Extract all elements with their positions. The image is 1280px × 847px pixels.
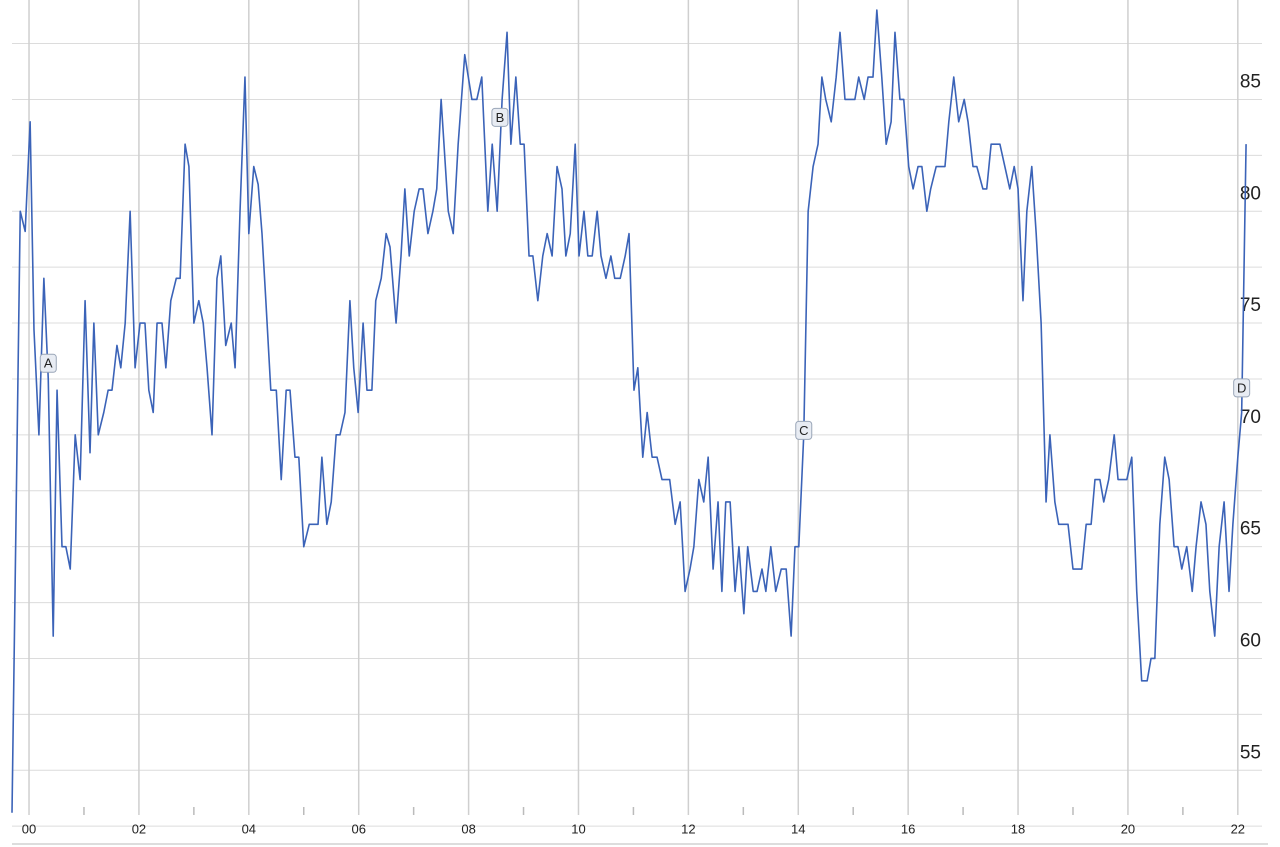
x-tick-label: 02 <box>132 821 146 836</box>
y-tick-label: 65 <box>1240 519 1261 540</box>
annotation-flag: A <box>39 353 57 373</box>
y-tick-label: 80 <box>1240 183 1261 204</box>
x-tick-label: 06 <box>351 821 365 836</box>
x-tick-label: 16 <box>901 821 915 836</box>
y-tick-label: 70 <box>1240 407 1261 428</box>
annotation-flag: C <box>795 420 813 440</box>
y-tick-label: 60 <box>1240 630 1261 651</box>
series-line <box>11 9 1247 813</box>
x-tick-label: 14 <box>791 821 805 836</box>
x-tick-label: 12 <box>681 821 695 836</box>
annotation-box <box>39 353 57 373</box>
annotation-label: B <box>496 110 505 125</box>
annotation-box <box>795 420 813 440</box>
annotation-box <box>1233 378 1251 398</box>
x-tick-label: 22 <box>1231 821 1245 836</box>
y-tick-label: 75 <box>1240 295 1261 316</box>
y-tick-label: 55 <box>1240 742 1261 763</box>
annotation-label: A <box>44 356 53 371</box>
plot: A B C D <box>11 9 1251 813</box>
grid: 55 60 65 70 75 80 85 00 02 04 06 08 10 12 14 16 18 20 22 <box>12 0 1262 836</box>
x-tick-label: 20 <box>1121 821 1135 836</box>
x-tick-label: 18 <box>1011 821 1025 836</box>
x-tick-label: 00 <box>22 821 36 836</box>
annotation-label: C <box>799 423 808 438</box>
annotation-flag: D <box>1233 378 1251 398</box>
annotation-box <box>491 107 509 127</box>
x-tick-label: 10 <box>571 821 585 836</box>
y-tick-label: 85 <box>1240 71 1261 92</box>
annotation-label: D <box>1237 380 1246 395</box>
x-tick-label: 04 <box>242 821 256 836</box>
x-tick-label: 08 <box>461 821 475 836</box>
annotation-flag: B <box>491 107 509 127</box>
